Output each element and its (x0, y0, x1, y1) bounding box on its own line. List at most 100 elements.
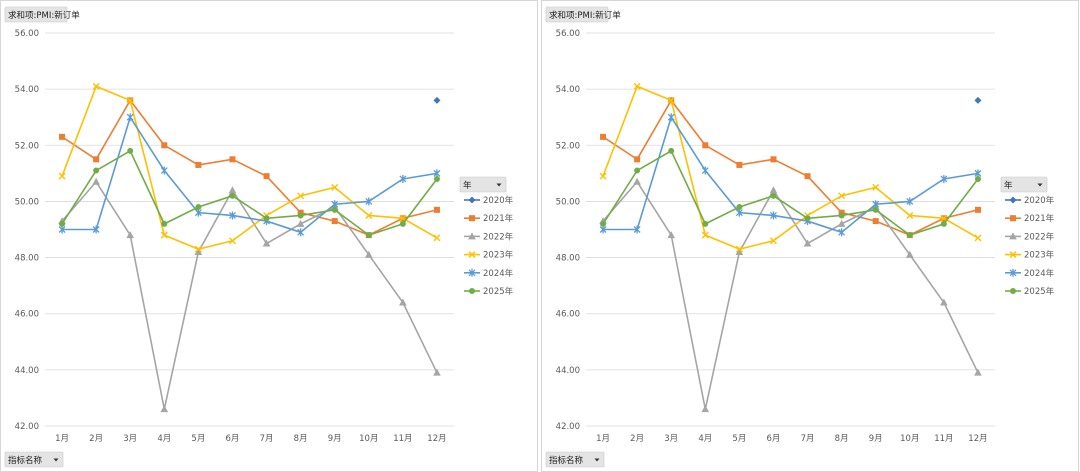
legend-marker (468, 232, 476, 240)
data-point (296, 219, 305, 227)
legend-item: 2023年 (1005, 250, 1055, 261)
axis-field-button[interactable]: 指标名称 (4, 451, 64, 468)
data-point (92, 82, 100, 90)
x-tick-label: 7月 (260, 434, 274, 444)
data-point (126, 96, 134, 104)
data-point (399, 174, 407, 183)
data-point (433, 175, 440, 182)
axis-field-button[interactable]: 指标名称 (545, 451, 605, 468)
data-point (770, 192, 777, 199)
data-point (634, 167, 641, 174)
series-line (61, 149, 438, 237)
legend-marker (468, 196, 476, 204)
y-tick-label: 42.00 (556, 422, 580, 432)
series-2023年 (599, 82, 982, 253)
data-point (974, 368, 982, 376)
x-tick-label: 6月 (225, 434, 239, 444)
data-point (59, 133, 66, 140)
legend-marker (468, 251, 476, 259)
data-point (702, 142, 709, 149)
data-point (331, 183, 339, 191)
data-point (194, 247, 203, 255)
data-point (93, 167, 100, 174)
series-2022年 (599, 177, 982, 413)
legend: 年 2020年 2021年 2022年 2023年 2024年 2025年 (459, 176, 514, 297)
series-2020年 (433, 96, 441, 104)
y-tick-label: 52.00 (15, 141, 39, 151)
data-point (331, 218, 338, 225)
series-2025年 (59, 147, 440, 239)
data-point (365, 232, 372, 239)
y-tick-label: 54.00 (556, 85, 580, 95)
x-tick-label: 1月 (596, 434, 610, 444)
y-tick-label: 56.00 (15, 29, 39, 39)
y-tick-label: 46.00 (556, 310, 580, 320)
x-tick-label: 4月 (698, 434, 712, 444)
data-point (297, 228, 305, 237)
data-point (838, 212, 845, 219)
data-point (433, 368, 441, 376)
series-2020年 (974, 96, 982, 104)
data-point (228, 211, 236, 220)
legend-item: 2021年 (1005, 213, 1055, 224)
legend-marker (1010, 288, 1016, 294)
data-point (940, 298, 948, 306)
field-button-label: 年 (463, 180, 472, 191)
data-point (736, 161, 743, 168)
data-point (769, 211, 777, 220)
field-button-label: 求和项:PMI:新订单 (8, 10, 80, 21)
data-point (974, 96, 982, 104)
y-tick-label: 52.00 (556, 141, 580, 151)
legend-label: 2023年 (483, 250, 514, 261)
data-point (837, 219, 846, 227)
series-2024年 (599, 113, 982, 237)
data-point (803, 239, 812, 247)
data-point (93, 156, 100, 163)
data-point (906, 211, 914, 219)
legend-item: 2020年 (1005, 195, 1055, 206)
data-point (161, 220, 168, 227)
data-point (228, 237, 236, 245)
data-point (399, 220, 406, 227)
data-point (599, 172, 607, 180)
data-point (262, 239, 271, 247)
data-point (228, 186, 237, 194)
data-point (735, 245, 743, 253)
legend-marker (468, 268, 476, 277)
legend-label: 2020年 (1024, 195, 1055, 206)
y-tick-label: 50.00 (556, 197, 580, 207)
dropdown-arrow-icon (53, 458, 59, 462)
value-field-button[interactable]: 求和项:PMI:新订单 (4, 6, 80, 23)
value-field-button[interactable]: 求和项:PMI:新订单 (545, 6, 621, 23)
dropdown-arrow-icon (496, 183, 502, 187)
data-point (906, 197, 914, 206)
x-tick-label: 4月 (157, 434, 171, 444)
x-tick-label: 2月 (89, 434, 103, 444)
data-point (600, 133, 607, 140)
x-tick-label: 5月 (191, 434, 205, 444)
data-point (872, 218, 879, 225)
x-tick-label: 1月 (55, 434, 69, 444)
legend-marker (1009, 268, 1017, 277)
field-button-label: 指标名称 (549, 455, 584, 466)
legend-item: 2024年 (1005, 268, 1055, 279)
data-point (974, 175, 981, 182)
y-tick-label: 48.00 (15, 254, 39, 264)
data-point (59, 220, 66, 227)
legend-item: 2020年 (464, 195, 514, 206)
x-tick-label: 7月 (801, 434, 815, 444)
legend-label: 2021年 (1024, 213, 1055, 224)
data-point (804, 215, 811, 222)
legend-label: 2025年 (1024, 286, 1055, 297)
legend-field-button[interactable]: 年 (1000, 176, 1048, 193)
y-tick-label: 50.00 (15, 197, 39, 207)
data-point (905, 250, 914, 258)
data-point (160, 166, 168, 175)
data-point (667, 231, 676, 239)
legend-label: 2023年 (1024, 250, 1055, 261)
legend-label: 2022年 (1024, 231, 1055, 242)
legend-field-button[interactable]: 年 (459, 176, 507, 193)
chart-panel-right: 求和项:PMI:新订单 指标名称 42.00 44.00 46.00 48.00 50.00… (541, 0, 1079, 472)
series-2022年 (58, 177, 441, 413)
